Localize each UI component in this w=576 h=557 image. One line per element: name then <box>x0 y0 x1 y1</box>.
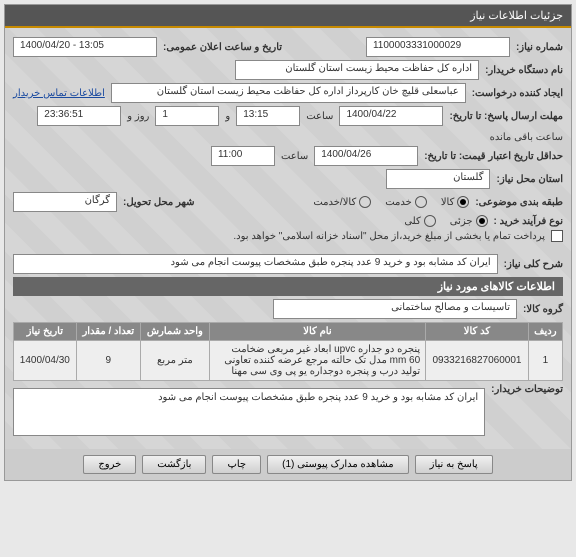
time-label-1: ساعت <box>306 111 333 122</box>
panel-title: جزئیات اطلاعات نیاز <box>5 5 571 28</box>
creator-field: عباسعلی قلیچ خان کارپرداز اداره کل حفاظت… <box>111 83 466 103</box>
reply-button[interactable]: پاسخ به نیاز <box>415 455 493 474</box>
col-name: نام کالا <box>209 323 425 341</box>
days-label: روز و <box>127 111 149 122</box>
req-no-label: شماره نیاز: <box>516 42 563 53</box>
and-label: و <box>225 111 230 122</box>
back-button[interactable]: بازگشت <box>142 455 206 474</box>
cell-date: 1400/04/30 <box>14 341 77 381</box>
send-deadline-label: مهلت ارسال پاسخ: تا تاریخ: <box>449 111 563 122</box>
desc-field: ایران کد مشابه بود و خرید 9 عدد پنجره طب… <box>13 254 498 274</box>
buyer-field: اداره کل حفاظت محیط زیست استان گلستان <box>235 60 479 80</box>
col-code: کد کالا <box>426 323 529 341</box>
process-radio-group: جزئی کلی <box>404 215 487 227</box>
pay-note: پرداخت تمام یا بخشی از مبلغ خرید،از محل … <box>233 231 545 242</box>
col-date: تاریخ نیاز <box>14 323 77 341</box>
city-label: شهر محل تحویل: <box>123 197 195 208</box>
time-label-2: ساعت <box>281 151 308 162</box>
cell-idx: 1 <box>528 341 562 381</box>
contact-link[interactable]: اطلاعات تماس خریدار <box>13 88 105 99</box>
items-table: ردیف کد کالا نام کالا واحد شمارش تعداد /… <box>13 322 563 381</box>
city-field: گرگان <box>13 192 117 212</box>
radio-kalakh[interactable] <box>359 196 371 208</box>
desc-label: شرح کلی نیاز: <box>504 259 563 270</box>
exit-button[interactable]: خروج <box>83 455 136 474</box>
details-panel: جزئیات اطلاعات نیاز شماره نیاز: 11000033… <box>4 4 572 481</box>
panel-content: شماره نیاز: 1100003331000029 تاریخ و ساع… <box>5 28 571 449</box>
radio-khadamat[interactable] <box>415 196 427 208</box>
col-unit: واحد شمارش <box>140 323 209 341</box>
buyer-notes-field: ایران کد مشابه بود و خرید 9 عدد پنجره طب… <box>13 388 485 436</box>
cat-label: طبقه بندی موضوعی: <box>475 197 563 208</box>
creator-label: ایجاد کننده درخواست: <box>472 88 563 99</box>
opt-full: کلی <box>404 216 420 227</box>
valid-date-field: 1400/04/26 <box>314 146 418 166</box>
radio-full[interactable] <box>424 215 436 227</box>
days-field: 1 <box>155 106 219 126</box>
table-header-row: ردیف کد کالا نام کالا واحد شمارش تعداد /… <box>14 323 563 341</box>
buyer-label: نام دستگاه خریدار: <box>485 65 563 76</box>
col-idx: ردیف <box>528 323 562 341</box>
cell-unit: متر مربع <box>140 341 209 381</box>
opt-partial: جزئی <box>450 216 473 227</box>
province-label: استان محل نیاز: <box>496 174 563 185</box>
group-label: گروه کالا: <box>523 304 563 315</box>
valid-time-field: 11:00 <box>211 146 275 166</box>
cell-name: پنجره دو جداره upvc ابعاد غیر مربعی ضخام… <box>209 341 425 381</box>
col-qty: تعداد / مقدار <box>76 323 140 341</box>
send-date-field: 1400/04/22 <box>339 106 443 126</box>
table-row[interactable]: 1 0933216827060001 پنجره دو جداره upvc ا… <box>14 341 563 381</box>
cell-code: 0933216827060001 <box>426 341 529 381</box>
opt-kalakh: کالا/خدمت <box>313 197 356 208</box>
attach-button[interactable]: مشاهده مدارک پیوستی (1) <box>267 455 409 474</box>
valid-label: حداقل تاریخ اعتبار قیمت: تا تاریخ: <box>424 151 563 162</box>
buyer-notes-label: توضیحات خریدار: <box>491 384 563 395</box>
announce-label: تاریخ و ساعت اعلان عمومی: <box>163 42 282 53</box>
category-radio-group: کالا خدمت کالا/خدمت <box>313 196 469 208</box>
radio-kala[interactable] <box>457 196 469 208</box>
button-row: پاسخ به نیاز مشاهده مدارک پیوستی (1) چاپ… <box>5 449 571 480</box>
remain-field: 23:36:51 <box>37 106 121 126</box>
group-field: تاسیسات و مصالح ساختمانی <box>273 299 517 319</box>
province-field: گلستان <box>386 169 490 189</box>
radio-partial[interactable] <box>476 215 488 227</box>
cell-qty: 9 <box>76 341 140 381</box>
items-header: اطلاعات کالاهای مورد نیاز <box>13 277 563 296</box>
print-button[interactable]: چاپ <box>212 455 261 474</box>
opt-kala: کالا <box>441 197 455 208</box>
remain-label: ساعت باقی مانده <box>490 132 563 143</box>
announce-field: 1400/04/20 - 13:05 <box>13 37 157 57</box>
req-no-field: 1100003331000029 <box>366 37 510 57</box>
opt-khadamat: خدمت <box>385 197 412 208</box>
proc-label: نوع فرآیند خرید : <box>494 216 563 227</box>
send-time-field: 13:15 <box>236 106 300 126</box>
payment-checkbox[interactable] <box>551 230 563 242</box>
